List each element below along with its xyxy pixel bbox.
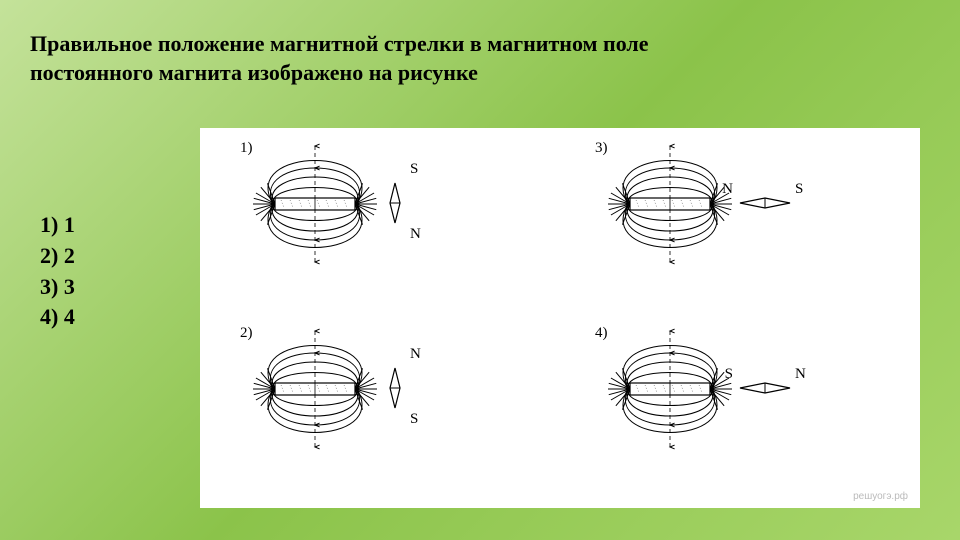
answer-option-1: 1) 1	[40, 210, 75, 241]
question-line-1: Правильное положение магнитной стрелки в…	[30, 31, 649, 56]
svg-text:N: N	[410, 346, 421, 362]
svg-text:S: S	[795, 181, 803, 197]
watermark: решуогэ.рф	[853, 491, 908, 502]
diagram-3: 3) N S	[595, 140, 803, 264]
answer-option-2: 2) 2	[40, 241, 75, 272]
svg-text:N: N	[410, 226, 421, 242]
svg-text:N: N	[722, 181, 733, 197]
answer-options: 1) 1 2) 2 3) 3 4) 4	[40, 210, 75, 333]
diagram-2: 2) N S	[240, 325, 421, 449]
svg-text:4): 4)	[595, 325, 608, 341]
svg-text:S: S	[725, 366, 733, 382]
svg-text:S: S	[410, 161, 418, 177]
question-line-2: постоянного магнита изображено на рисунк…	[30, 60, 478, 85]
svg-text:1): 1)	[240, 140, 253, 156]
svg-text:2): 2)	[240, 325, 253, 341]
diagram-4: 4) S N	[595, 325, 806, 449]
diagram-svg: 1) S N 2) N S 3) N S 4) S N	[200, 128, 920, 508]
svg-text:N: N	[795, 366, 806, 382]
answer-option-4: 4) 4	[40, 302, 75, 333]
answer-option-3: 3) 3	[40, 272, 75, 303]
svg-text:3): 3)	[595, 140, 608, 156]
question-text: Правильное положение магнитной стрелки в…	[30, 30, 930, 87]
diagram-1: 1) S N	[240, 140, 421, 264]
svg-text:S: S	[410, 411, 418, 427]
diagram-container: 1) S N 2) N S 3) N S 4) S N решуогэ.рф	[200, 128, 920, 508]
